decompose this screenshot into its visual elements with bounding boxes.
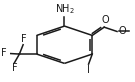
Text: F: F	[21, 34, 27, 44]
Text: F: F	[1, 48, 6, 58]
Text: I: I	[87, 65, 90, 75]
Text: NH$_2$: NH$_2$	[55, 2, 74, 16]
Text: O: O	[119, 26, 126, 36]
Text: O: O	[102, 15, 109, 25]
Text: F: F	[12, 63, 17, 73]
